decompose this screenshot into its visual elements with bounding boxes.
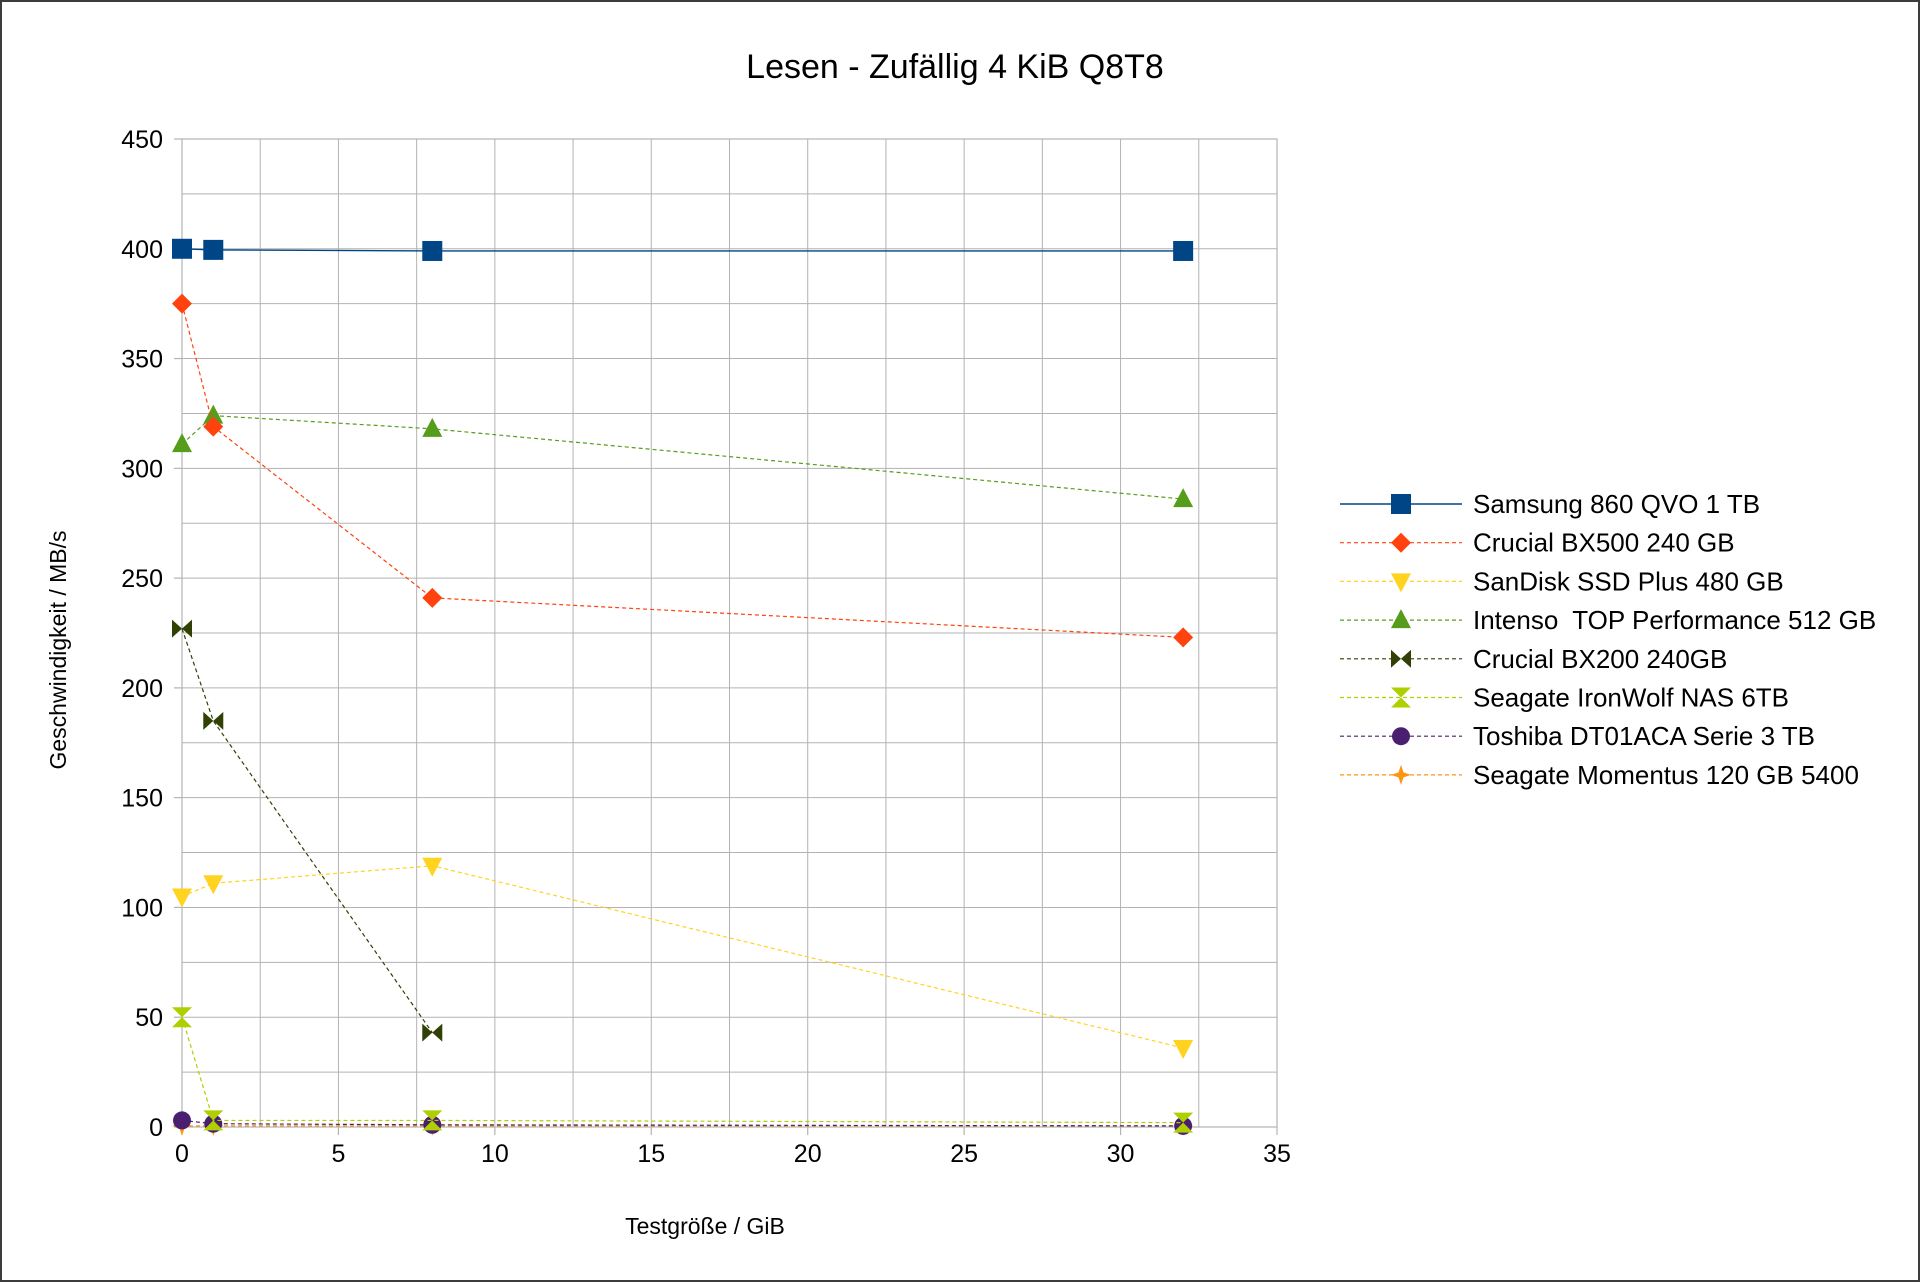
series-line	[181, 248, 1184, 252]
legend-item: Crucial BX500 240 GB	[1340, 528, 1735, 558]
plot-area	[181, 138, 1278, 1128]
data-point	[203, 416, 224, 437]
series-line	[181, 1119, 1184, 1127]
legend-label: Seagate Momentus 120 GB 5400	[1473, 760, 1859, 790]
legend-marker	[1391, 573, 1411, 593]
grid	[182, 139, 1277, 1127]
data-point	[203, 1110, 224, 1131]
data-point	[1173, 240, 1194, 261]
y-tick-label: 0	[149, 1114, 163, 1142]
data-point	[422, 417, 443, 437]
y-tick-label: 250	[121, 565, 163, 593]
data-point	[1173, 1039, 1194, 1059]
legend-item: Toshiba DT01ACA Serie 3 TB	[1340, 721, 1815, 751]
data-point	[203, 404, 224, 424]
y-tick-label: 50	[135, 1004, 163, 1032]
series-2	[172, 293, 1194, 648]
series-5	[172, 619, 443, 1042]
legend-label: Seagate IronWolf NAS 6TB	[1473, 683, 1789, 713]
data-point	[203, 875, 224, 895]
series-line	[181, 865, 1184, 1049]
x-tick-label: 5	[331, 1140, 345, 1168]
series-line	[181, 303, 1184, 638]
x-tick-label: 10	[481, 1140, 509, 1168]
data-point	[172, 1007, 192, 1028]
legend-item: Samsung 860 QVO 1 TB	[1340, 489, 1760, 519]
data-point	[172, 619, 192, 638]
data-point	[172, 293, 192, 314]
series-3	[172, 857, 1194, 1059]
legend-marker	[1392, 727, 1410, 746]
data-point	[203, 711, 224, 730]
data-point	[173, 1111, 191, 1130]
series-group	[172, 238, 1194, 1136]
data-point	[172, 238, 192, 259]
x-tick-label: 0	[175, 1140, 189, 1168]
y-tick-label: 300	[121, 455, 163, 483]
chart-title: Lesen - Zufällig 4 KiB Q8T8	[746, 48, 1164, 86]
legend-label: Crucial BX200 240GB	[1473, 644, 1727, 674]
data-point	[1173, 627, 1194, 648]
data-point	[422, 240, 443, 261]
y-tick-label: 150	[121, 785, 163, 813]
x-tick-label: 15	[637, 1140, 665, 1168]
series-line	[181, 1017, 1184, 1124]
data-point	[1173, 1112, 1194, 1133]
legend-label: Intenso TOP Performance 512 GB	[1473, 605, 1876, 635]
legend-marker	[1391, 764, 1411, 785]
data-point	[172, 888, 192, 908]
x-tick-label: 20	[794, 1140, 822, 1168]
y-axis-title: Geschwindigkeit / MB/s	[45, 530, 71, 769]
legend-marker	[1391, 649, 1411, 668]
legend: Samsung 860 QVO 1 TB Crucial BX500 240 GB…	[1340, 489, 1876, 790]
legend-marker	[1391, 609, 1411, 629]
legend-marker	[1391, 532, 1411, 553]
x-tick-label: 25	[950, 1140, 978, 1168]
y-tick-label: 350	[121, 346, 163, 374]
legend-item: Seagate IronWolf NAS 6TB	[1340, 683, 1789, 713]
axes: 0 5 10 15 20 25 30 3505010015020025030035040045…	[121, 126, 1291, 1168]
legend-label: Crucial BX500 240 GB	[1473, 528, 1735, 558]
series-6	[172, 1007, 1194, 1133]
y-tick-label: 200	[121, 675, 163, 703]
x-tick-label: 35	[1263, 1140, 1291, 1168]
legend-marker	[1391, 494, 1411, 514]
x-axis-title: Testgröße / GiB	[625, 1213, 785, 1239]
data-point	[422, 1110, 443, 1131]
legend-item: Seagate Momentus 120 GB 5400	[1340, 760, 1859, 790]
legend-label: SanDisk SSD Plus 480 GB	[1473, 566, 1784, 596]
series-line	[181, 628, 433, 1033]
data-point	[172, 433, 192, 453]
series-1	[172, 238, 1194, 261]
data-point	[1173, 488, 1194, 508]
data-point	[422, 587, 443, 608]
data-point	[422, 1023, 443, 1042]
y-tick-label: 450	[121, 126, 163, 154]
legend-item: Intenso TOP Performance 512 GB	[1340, 605, 1876, 635]
y-tick-label: 400	[121, 236, 163, 264]
x-tick-label: 30	[1107, 1140, 1135, 1168]
series-line	[181, 415, 1184, 500]
legend-item: SanDisk SSD Plus 480 GB	[1340, 566, 1784, 596]
data-point	[422, 857, 443, 877]
legend-label: Toshiba DT01ACA Serie 3 TB	[1473, 721, 1815, 751]
series-4	[172, 404, 1194, 508]
data-point	[203, 239, 224, 260]
legend-marker	[1391, 687, 1411, 708]
legend-label: Samsung 860 QVO 1 TB	[1473, 489, 1760, 519]
legend-item: Crucial BX200 240GB	[1340, 644, 1727, 674]
y-tick-label: 100	[121, 894, 163, 922]
